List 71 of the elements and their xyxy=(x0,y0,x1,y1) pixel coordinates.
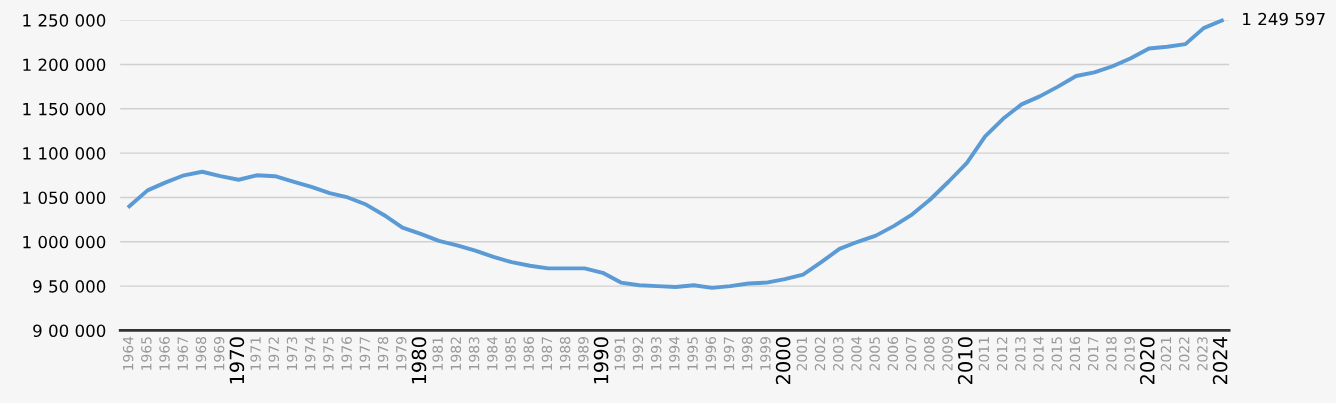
x-tick-label: 2020 xyxy=(1139,337,1155,385)
x-tick-label: 1997 xyxy=(723,337,735,370)
x-tick-label: 2000 xyxy=(775,337,791,385)
y-tick-label: 1 050 000 xyxy=(23,191,106,205)
x-tick-label: 1969 xyxy=(213,336,225,370)
x-tick-label: 1979 xyxy=(395,336,407,370)
x-tick-label: 1970 xyxy=(229,337,245,384)
x-tick-label: 2024 xyxy=(1212,337,1228,385)
x-tick-label: 1984 xyxy=(487,336,498,370)
x-tick-label: 2009 xyxy=(942,336,953,371)
x-tick-label: 1966 xyxy=(159,336,170,370)
y-tick-label: 1 200 000 xyxy=(23,58,106,72)
data-label: 1 249 597 xyxy=(1243,12,1325,26)
x-tick-label: 2015 xyxy=(1051,337,1062,371)
x-tick-label: 1983 xyxy=(468,337,480,370)
x-tick-label: 1999 xyxy=(760,336,771,370)
x-tick-label: 1990 xyxy=(593,337,609,384)
x-tick-label: 1989 xyxy=(578,336,589,370)
x-tick-label: 1996 xyxy=(705,336,717,370)
x-tick-label: 2001 xyxy=(796,337,808,371)
x-tick-label: 1992 xyxy=(632,337,644,370)
x-tick-label: 1971 xyxy=(250,337,261,370)
x-tick-label: 1985 xyxy=(505,337,516,370)
x-tick-label: 1968 xyxy=(195,336,207,370)
y-tick-label: 1 100 000 xyxy=(23,147,106,160)
x-tick-label: 2012 xyxy=(996,337,1008,371)
x-tick-label: 2018 xyxy=(1106,336,1117,371)
x-tick-label: 1965 xyxy=(141,337,152,370)
x-tick-label: 1993 xyxy=(650,337,662,370)
x-tick-label: 2005 xyxy=(869,337,880,371)
x-tick-label: 1981 xyxy=(432,337,443,370)
x-tick-label: 2016 xyxy=(1069,336,1081,371)
y-tick-label: 1 250 000 xyxy=(23,14,106,27)
x-tick-label: 1972 xyxy=(268,337,280,370)
x-tick-label: 2014 xyxy=(1033,336,1044,371)
x-tick-label: 2011 xyxy=(978,337,990,371)
x-tick-label: 2002 xyxy=(814,337,826,371)
x-tick-label: 2017 xyxy=(1087,337,1099,371)
x-tick-label: 1964 xyxy=(122,336,134,370)
x-tick-label: 2019 xyxy=(1124,336,1135,371)
x-tick-label: 2022 xyxy=(1178,337,1190,371)
x-tick-label: 2013 xyxy=(1015,337,1026,371)
x-tick-label: 2003 xyxy=(832,337,844,371)
x-tick-label: 2008 xyxy=(924,336,935,371)
x-tick-label: 1986 xyxy=(523,336,534,370)
line-series xyxy=(127,18,1224,290)
x-tick-label: 2006 xyxy=(887,336,899,371)
x-tick-label: 1987 xyxy=(541,337,553,370)
x-tick-label: 1978 xyxy=(377,336,389,370)
x-tick-label: 1995 xyxy=(687,337,698,370)
x-tick-label: 1967 xyxy=(177,337,188,370)
x-tick-label: 1980 xyxy=(411,337,427,384)
y-tick-label: 9 50 000 xyxy=(33,280,106,293)
y-tick-label: 1 150 000 xyxy=(23,102,106,116)
x-tick-label: 1975 xyxy=(323,337,334,370)
y-tick-label: 9 00 000 xyxy=(33,324,106,338)
x-tick-label: 1988 xyxy=(559,336,571,370)
x-tick-label: 1976 xyxy=(341,336,352,370)
x-tick-label: 2021 xyxy=(1160,337,1172,371)
x-tick-label: 1994 xyxy=(669,336,680,370)
x-tick-label: 2007 xyxy=(905,337,917,371)
x-tick-label: 2004 xyxy=(851,336,862,371)
x-tick-label: 1982 xyxy=(450,337,462,370)
x-tick-label: 1991 xyxy=(614,337,625,370)
x-tick-label: 1973 xyxy=(286,337,298,370)
x-tick-label: 2010 xyxy=(957,337,973,385)
x-tick-label: 1974 xyxy=(304,336,316,370)
x-tick-label: 1998 xyxy=(741,336,753,370)
x-tick-label: 2023 xyxy=(1197,337,1208,371)
x-tick-label: 1977 xyxy=(359,337,371,370)
y-tick-label: 1 000 000 xyxy=(23,235,106,249)
